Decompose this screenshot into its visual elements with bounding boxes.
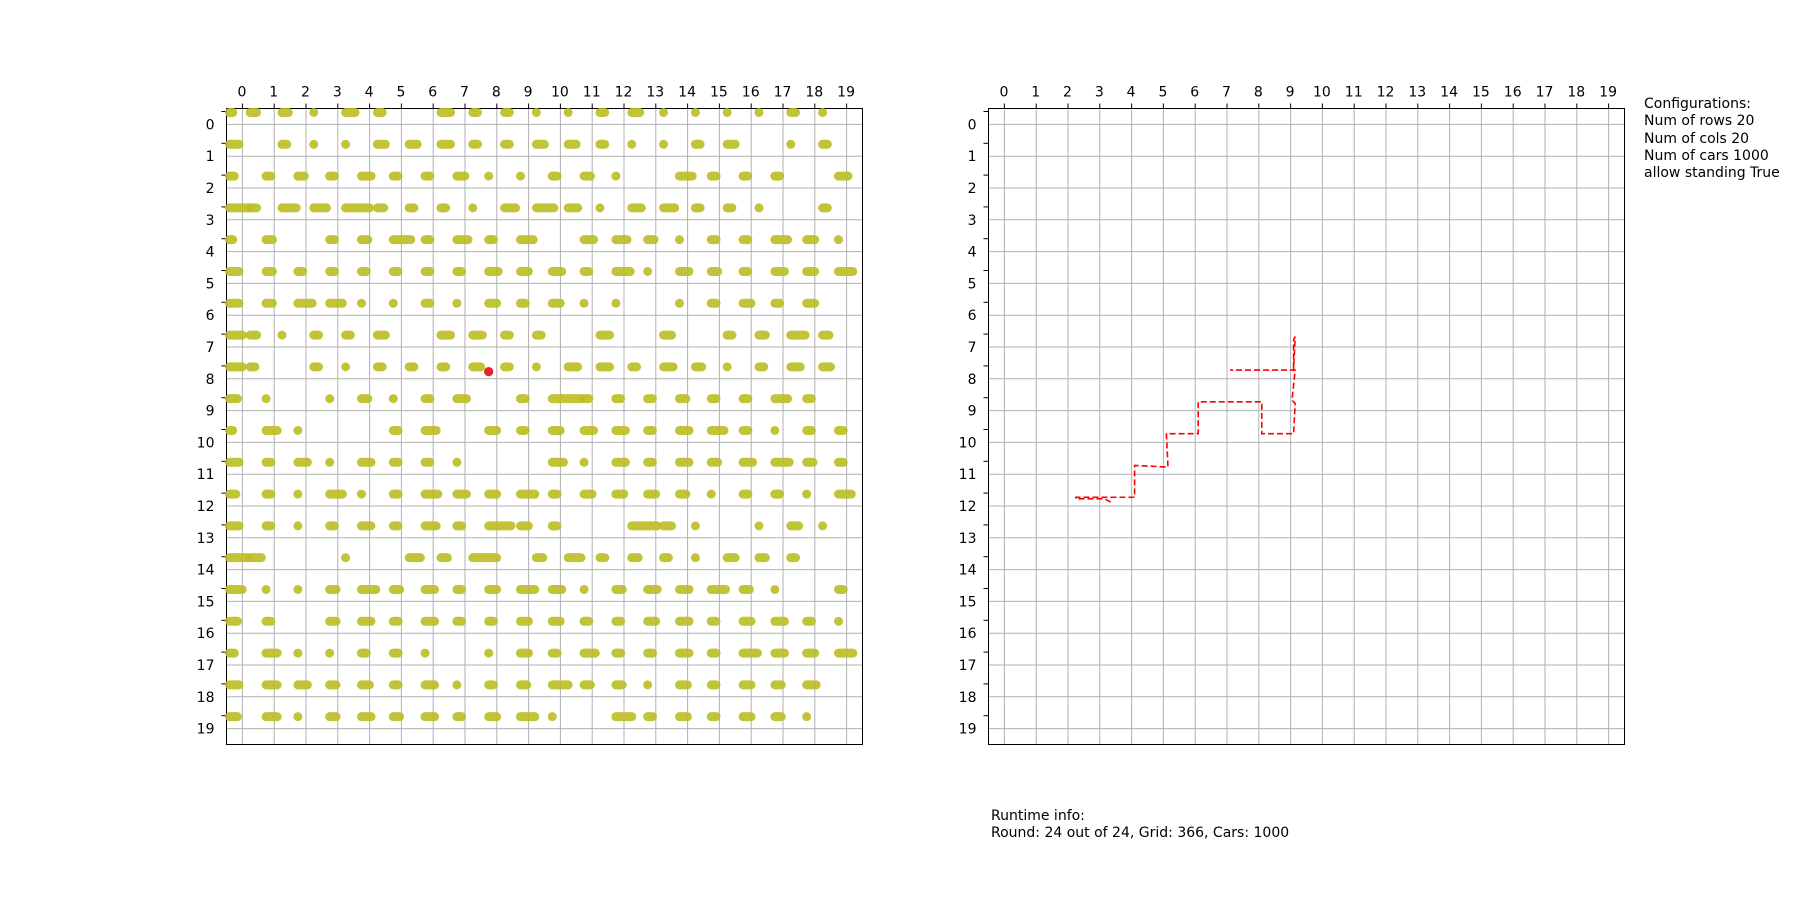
x-tick-label: 2 bbox=[301, 85, 310, 101]
car-route-path bbox=[1074, 336, 1297, 503]
x-tick-label: 10 bbox=[551, 85, 569, 101]
x-tick-label: 16 bbox=[742, 85, 760, 101]
y-tick-label: 2 bbox=[968, 181, 977, 197]
x-tick-label: 13 bbox=[1408, 85, 1426, 101]
config-num-cars: Num of cars 1000 bbox=[1644, 147, 1769, 164]
x-tick-label: 14 bbox=[1440, 85, 1458, 101]
x-tick-label: 10 bbox=[1313, 85, 1331, 101]
x-tick-label: 8 bbox=[1254, 85, 1263, 101]
x-tick-label: 14 bbox=[678, 85, 696, 101]
y-tick-label: 7 bbox=[206, 340, 215, 356]
y-tick-label: 10 bbox=[197, 435, 215, 451]
runtime-title: Runtime info: bbox=[991, 808, 1085, 824]
y-tick-label: 14 bbox=[197, 563, 215, 579]
x-tick-label: 12 bbox=[1377, 85, 1395, 101]
y-tick-label: 13 bbox=[197, 531, 215, 547]
axes-frame bbox=[226, 108, 863, 745]
x-tick-label: 6 bbox=[428, 85, 437, 101]
x-tick-label: 6 bbox=[1190, 85, 1199, 101]
x-tick-label: 11 bbox=[583, 85, 601, 101]
runtime-status: Round: 24 out of 24, Grid: 366, Cars: 10… bbox=[991, 825, 1290, 842]
y-tick-label: 5 bbox=[968, 276, 977, 292]
x-tick-label: 11 bbox=[1345, 85, 1363, 101]
x-tick-label: 18 bbox=[805, 85, 823, 101]
y-tick-label: 1 bbox=[968, 149, 977, 165]
x-tick-label: 0 bbox=[999, 85, 1008, 101]
x-tick-label: 19 bbox=[1599, 85, 1617, 101]
y-tick-label: 13 bbox=[959, 531, 977, 547]
y-tick-label: 2 bbox=[206, 181, 215, 197]
x-tick-label: 17 bbox=[774, 85, 792, 101]
x-tick-label: 3 bbox=[333, 85, 342, 101]
y-tick-label: 16 bbox=[959, 626, 977, 642]
y-tick-label: 18 bbox=[197, 690, 215, 706]
y-tick-label: 14 bbox=[959, 563, 977, 579]
y-tick-label: 17 bbox=[197, 658, 215, 674]
y-tick-label: 3 bbox=[968, 213, 977, 229]
y-tick-label: 5 bbox=[206, 276, 215, 292]
y-tick-label: 0 bbox=[968, 117, 977, 133]
y-tick-label: 4 bbox=[206, 245, 215, 261]
x-tick-label: 5 bbox=[396, 85, 405, 101]
x-tick-label: 15 bbox=[710, 85, 728, 101]
x-tick-label: 9 bbox=[524, 85, 533, 101]
y-tick-label: 11 bbox=[197, 467, 215, 483]
x-tick-label: 13 bbox=[646, 85, 664, 101]
y-tick-label: 16 bbox=[197, 626, 215, 642]
config-allow-standing: allow standing True bbox=[1644, 165, 1780, 182]
x-tick-label: 5 bbox=[1158, 85, 1167, 101]
y-tick-label: 3 bbox=[206, 213, 215, 229]
configurations-panel: Configurations: Num of rows 20 Num of cols… bbox=[1644, 96, 1780, 182]
y-tick-label: 9 bbox=[206, 404, 215, 420]
x-tick-label: 12 bbox=[615, 85, 633, 101]
y-tick-label: 4 bbox=[968, 245, 977, 261]
x-tick-label: 19 bbox=[837, 85, 855, 101]
config-num-cols: Num of cols 20 bbox=[1644, 130, 1750, 147]
configurations-title: Configurations: bbox=[1644, 96, 1751, 112]
y-tick-label: 15 bbox=[197, 594, 215, 610]
x-tick-label: 4 bbox=[1127, 85, 1136, 101]
y-tick-label: 10 bbox=[959, 435, 977, 451]
x-tick-label: 17 bbox=[1536, 85, 1554, 101]
x-tick-label: 7 bbox=[1222, 85, 1231, 101]
x-tick-label: 8 bbox=[492, 85, 501, 101]
y-tick-label: 19 bbox=[197, 722, 215, 738]
car-markers bbox=[225, 107, 858, 722]
y-tick-label: 0 bbox=[206, 117, 215, 133]
y-tick-label: 7 bbox=[968, 340, 977, 356]
x-tick-label: 3 bbox=[1095, 85, 1104, 101]
y-tick-label: 8 bbox=[206, 372, 215, 388]
y-tick-label: 12 bbox=[959, 499, 977, 515]
x-tick-label: 1 bbox=[1031, 85, 1040, 101]
y-tick-label: 11 bbox=[959, 467, 977, 483]
x-tick-label: 15 bbox=[1472, 85, 1490, 101]
x-tick-label: 9 bbox=[1286, 85, 1295, 101]
y-tick-label: 15 bbox=[959, 594, 977, 610]
cars-grid-panel: 0 1 2 3 4 5 6 7 8 9 10 11 12 13 14 15 16 17 18 190123456789… bbox=[197, 85, 863, 745]
car-route-panel: 0 1 2 3 4 5 6 7 8 9 10 11 12 13 14 15 16 17 18 190123456789… bbox=[959, 85, 1625, 745]
x-tick-label: 18 bbox=[1567, 85, 1585, 101]
runtime-info-panel: Runtime info: Round: 24 out of 24, Grid: … bbox=[991, 808, 1289, 843]
x-tick-label: 7 bbox=[460, 85, 469, 101]
y-tick-label: 6 bbox=[968, 308, 977, 324]
y-tick-label: 8 bbox=[968, 372, 977, 388]
y-tick-label: 6 bbox=[206, 308, 215, 324]
y-tick-label: 9 bbox=[968, 404, 977, 420]
y-tick-label: 12 bbox=[197, 499, 215, 515]
x-tick-label: 2 bbox=[1063, 85, 1072, 101]
x-tick-label: 16 bbox=[1504, 85, 1522, 101]
x-tick-label: 4 bbox=[365, 85, 374, 101]
config-num-rows: Num of rows 20 bbox=[1644, 113, 1755, 130]
y-tick-label: 17 bbox=[959, 658, 977, 674]
y-tick-label: 19 bbox=[959, 722, 977, 738]
y-tick-label: 18 bbox=[959, 690, 977, 706]
highlighted-car-marker bbox=[484, 367, 494, 377]
x-tick-label: 1 bbox=[269, 85, 278, 101]
x-tick-label: 0 bbox=[237, 85, 246, 101]
axes-frame bbox=[988, 108, 1625, 745]
y-tick-label: 1 bbox=[206, 149, 215, 165]
